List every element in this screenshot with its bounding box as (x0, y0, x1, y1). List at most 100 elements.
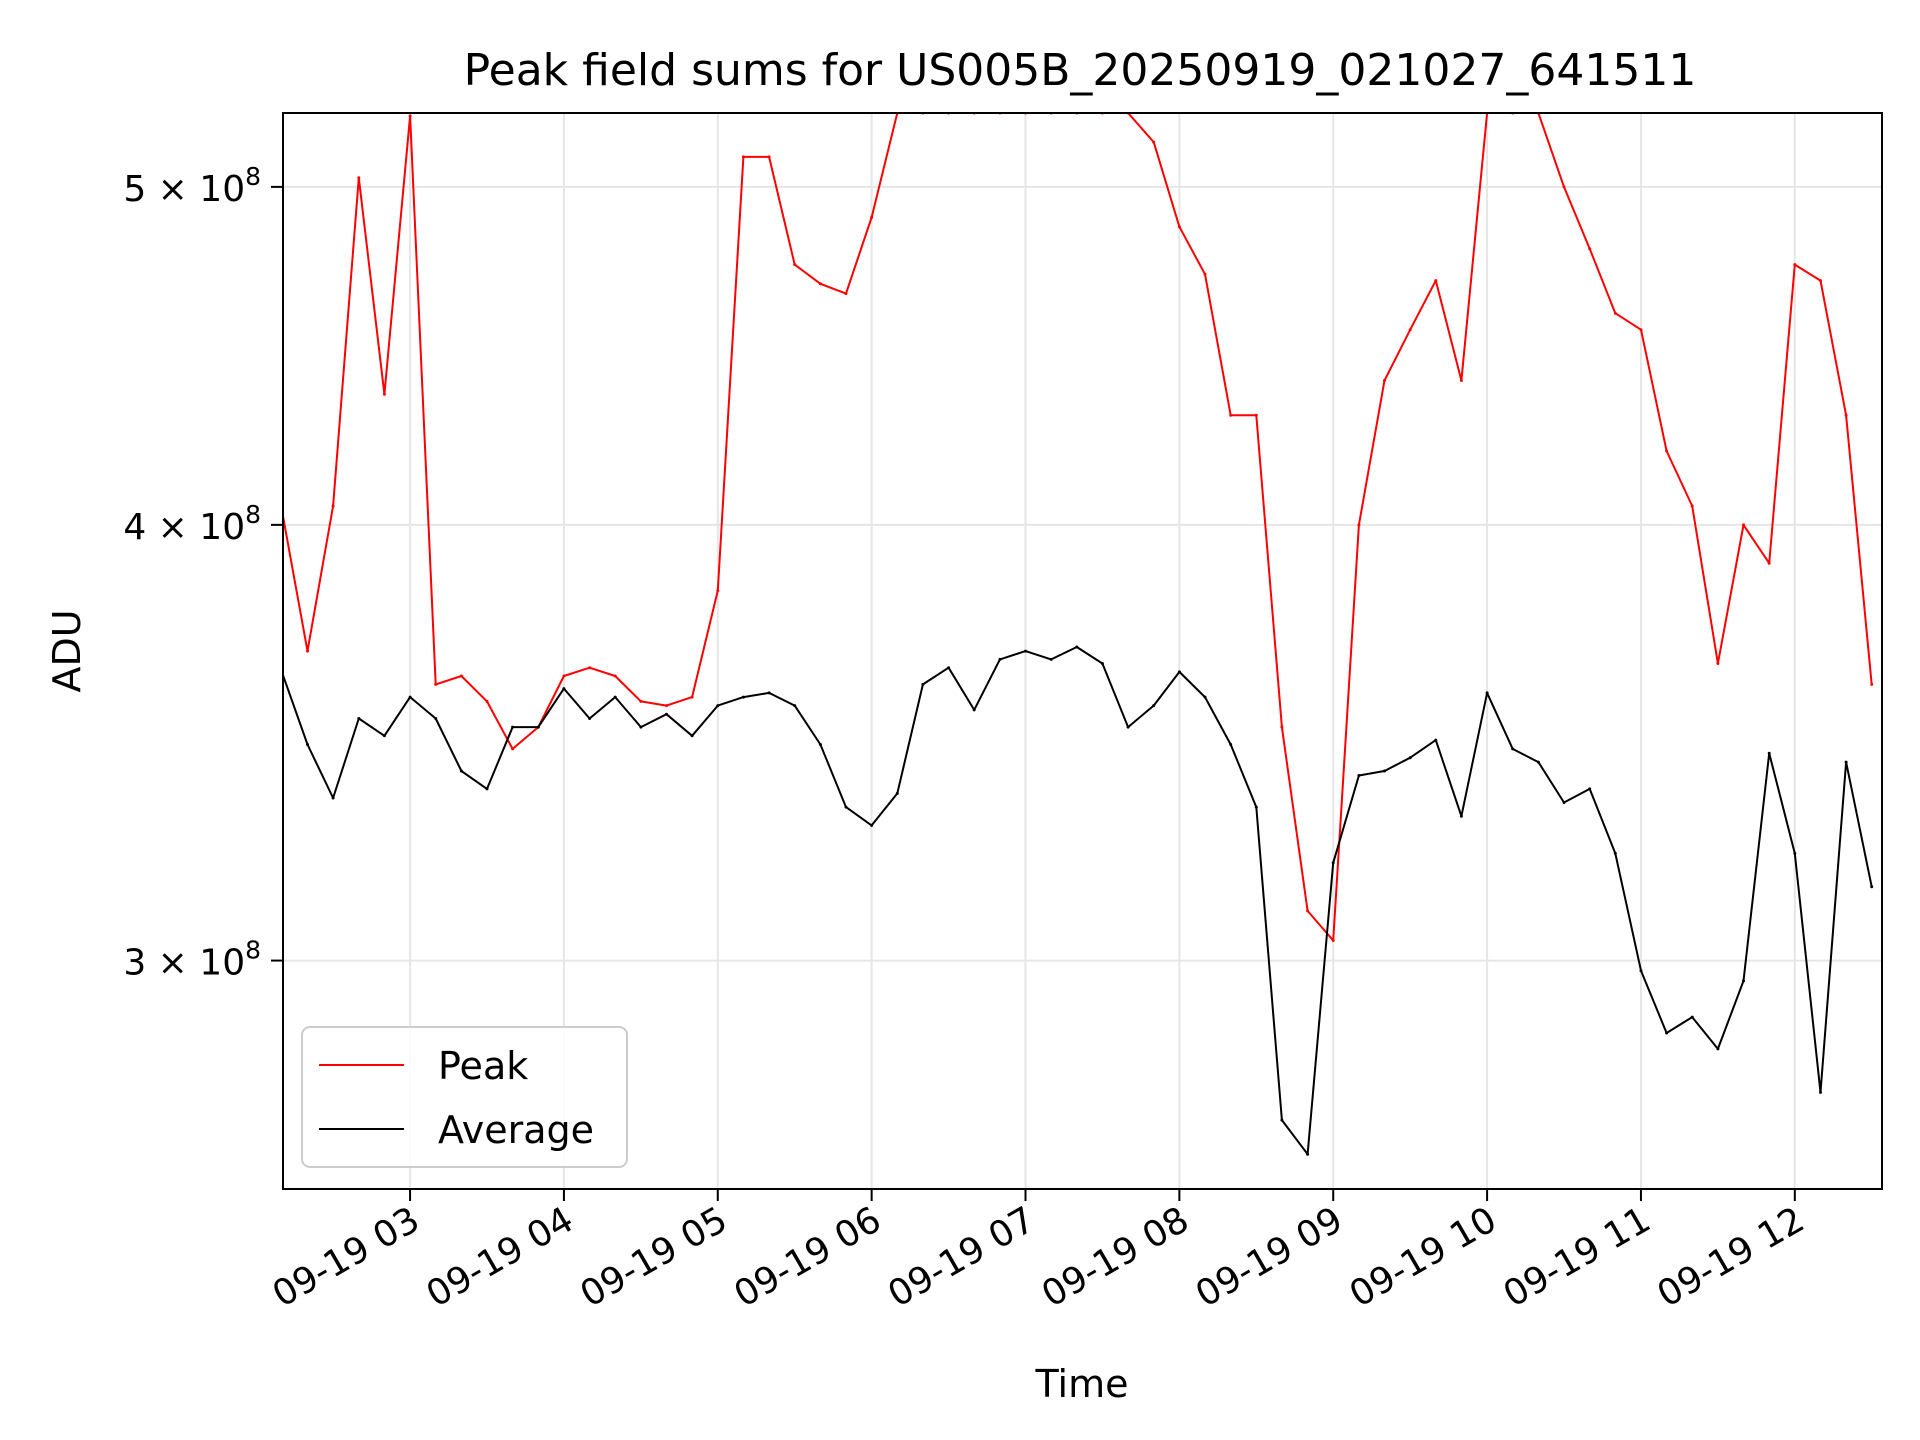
data-point-peak (1280, 725, 1284, 729)
legend-peak-label: Peak (438, 1044, 528, 1088)
x-axis-label: Time (1035, 1362, 1129, 1406)
data-point-average (1024, 649, 1027, 653)
data-point-average (1844, 760, 1848, 764)
data-point-average (1613, 851, 1617, 855)
data-point-average (331, 796, 335, 800)
data-point-peak (1331, 939, 1335, 942)
data-point-peak (1844, 413, 1848, 417)
data-point-peak (690, 695, 694, 699)
data-point-average (613, 695, 617, 699)
data-point-peak (1819, 279, 1822, 283)
y-tick-label: 4 × 108 (123, 500, 261, 548)
data-point-peak (306, 649, 309, 653)
data-point-average (1049, 657, 1053, 661)
data-point-peak (357, 176, 361, 180)
data-point-average (1357, 774, 1361, 777)
data-point-average (690, 734, 694, 738)
data-point-average (1742, 979, 1745, 983)
data-point-peak (1357, 523, 1361, 527)
y-tick-label: 3 × 108 (123, 936, 261, 984)
data-point-average (947, 666, 951, 670)
data-point-average (1459, 814, 1463, 818)
data-point-average (536, 725, 540, 729)
data-point-peak (1613, 311, 1617, 315)
data-point-peak (1152, 140, 1156, 144)
data-point-average (716, 704, 720, 708)
data-point-peak (741, 155, 745, 159)
y-axis-label: ADU (45, 609, 89, 692)
data-point-average (1203, 695, 1207, 699)
data-point-peak (1562, 185, 1566, 189)
data-point-average (972, 708, 976, 712)
data-point-peak (1793, 263, 1797, 267)
plot-area-frame (282, 112, 1883, 1190)
data-point-peak (1177, 225, 1181, 229)
legend-box (301, 1026, 628, 1168)
data-point-average (485, 787, 489, 791)
data-point-average (1229, 743, 1233, 746)
y-tick-label: 5 × 108 (123, 162, 261, 210)
series-line-peak (283, 113, 1873, 942)
data-point-average (357, 717, 361, 720)
data-point-average (1331, 861, 1335, 865)
data-point-average (511, 725, 515, 729)
data-point-peak (1767, 561, 1771, 565)
data-point-peak (1870, 682, 1874, 686)
data-point-average (767, 691, 771, 695)
data-point-average (895, 791, 899, 795)
data-point-peak (588, 666, 592, 670)
data-point-average (793, 704, 797, 708)
data-point-peak (382, 392, 386, 396)
data-point-average (1254, 805, 1258, 809)
data-point-peak (767, 155, 771, 159)
grid (283, 113, 1882, 1189)
data-point-average (1152, 704, 1156, 708)
data-point-average (1434, 738, 1438, 742)
data-point-average (1485, 691, 1489, 695)
data-point-average (639, 725, 643, 729)
data-point-average (1280, 1118, 1284, 1122)
data-point-average (1536, 760, 1540, 764)
data-point-peak (1434, 279, 1438, 283)
data-point-average (1408, 756, 1412, 760)
data-point-average (1100, 662, 1104, 665)
data-point-average (1870, 885, 1874, 889)
chart-title: Peak field sums for US005B_20250919_0210… (464, 45, 1697, 96)
legend: Peak Average (301, 1026, 628, 1168)
data-point-average (1306, 1152, 1310, 1156)
data-point-average (382, 734, 386, 738)
data-point-peak (1306, 909, 1310, 913)
data-point-peak (665, 704, 668, 708)
data-point-peak (434, 682, 438, 686)
data-point-average (1177, 670, 1181, 674)
data-point-peak (331, 504, 335, 508)
data-point-average (870, 823, 874, 827)
data-point-average (998, 657, 1002, 661)
data-point-average (1075, 645, 1079, 649)
y-axis: 3 × 108 4 × 108 5 × 108 (123, 162, 283, 984)
data-point-average (1511, 747, 1515, 751)
data-point-average (408, 695, 412, 699)
data-point-average (1588, 787, 1592, 791)
data-point-average (1690, 1015, 1694, 1019)
data-point-average (1126, 725, 1130, 729)
data-point-peak (485, 699, 489, 703)
series-layer (283, 113, 1874, 1156)
data-point-average (818, 743, 822, 746)
data-point-average (434, 717, 438, 720)
data-point-average (844, 805, 848, 809)
data-point-peak (1254, 413, 1258, 417)
data-point-average (1665, 1031, 1669, 1035)
data-point-peak (870, 216, 874, 219)
data-point-peak (1690, 504, 1694, 508)
data-point-peak (1408, 328, 1412, 332)
data-point-peak (1588, 247, 1592, 251)
data-point-peak (1665, 449, 1669, 453)
data-point-peak (639, 699, 643, 703)
data-point-peak (1229, 413, 1233, 417)
data-point-peak (844, 292, 848, 296)
data-point-average (1383, 769, 1386, 773)
data-point-average (921, 682, 925, 686)
data-point-peak (818, 282, 822, 286)
